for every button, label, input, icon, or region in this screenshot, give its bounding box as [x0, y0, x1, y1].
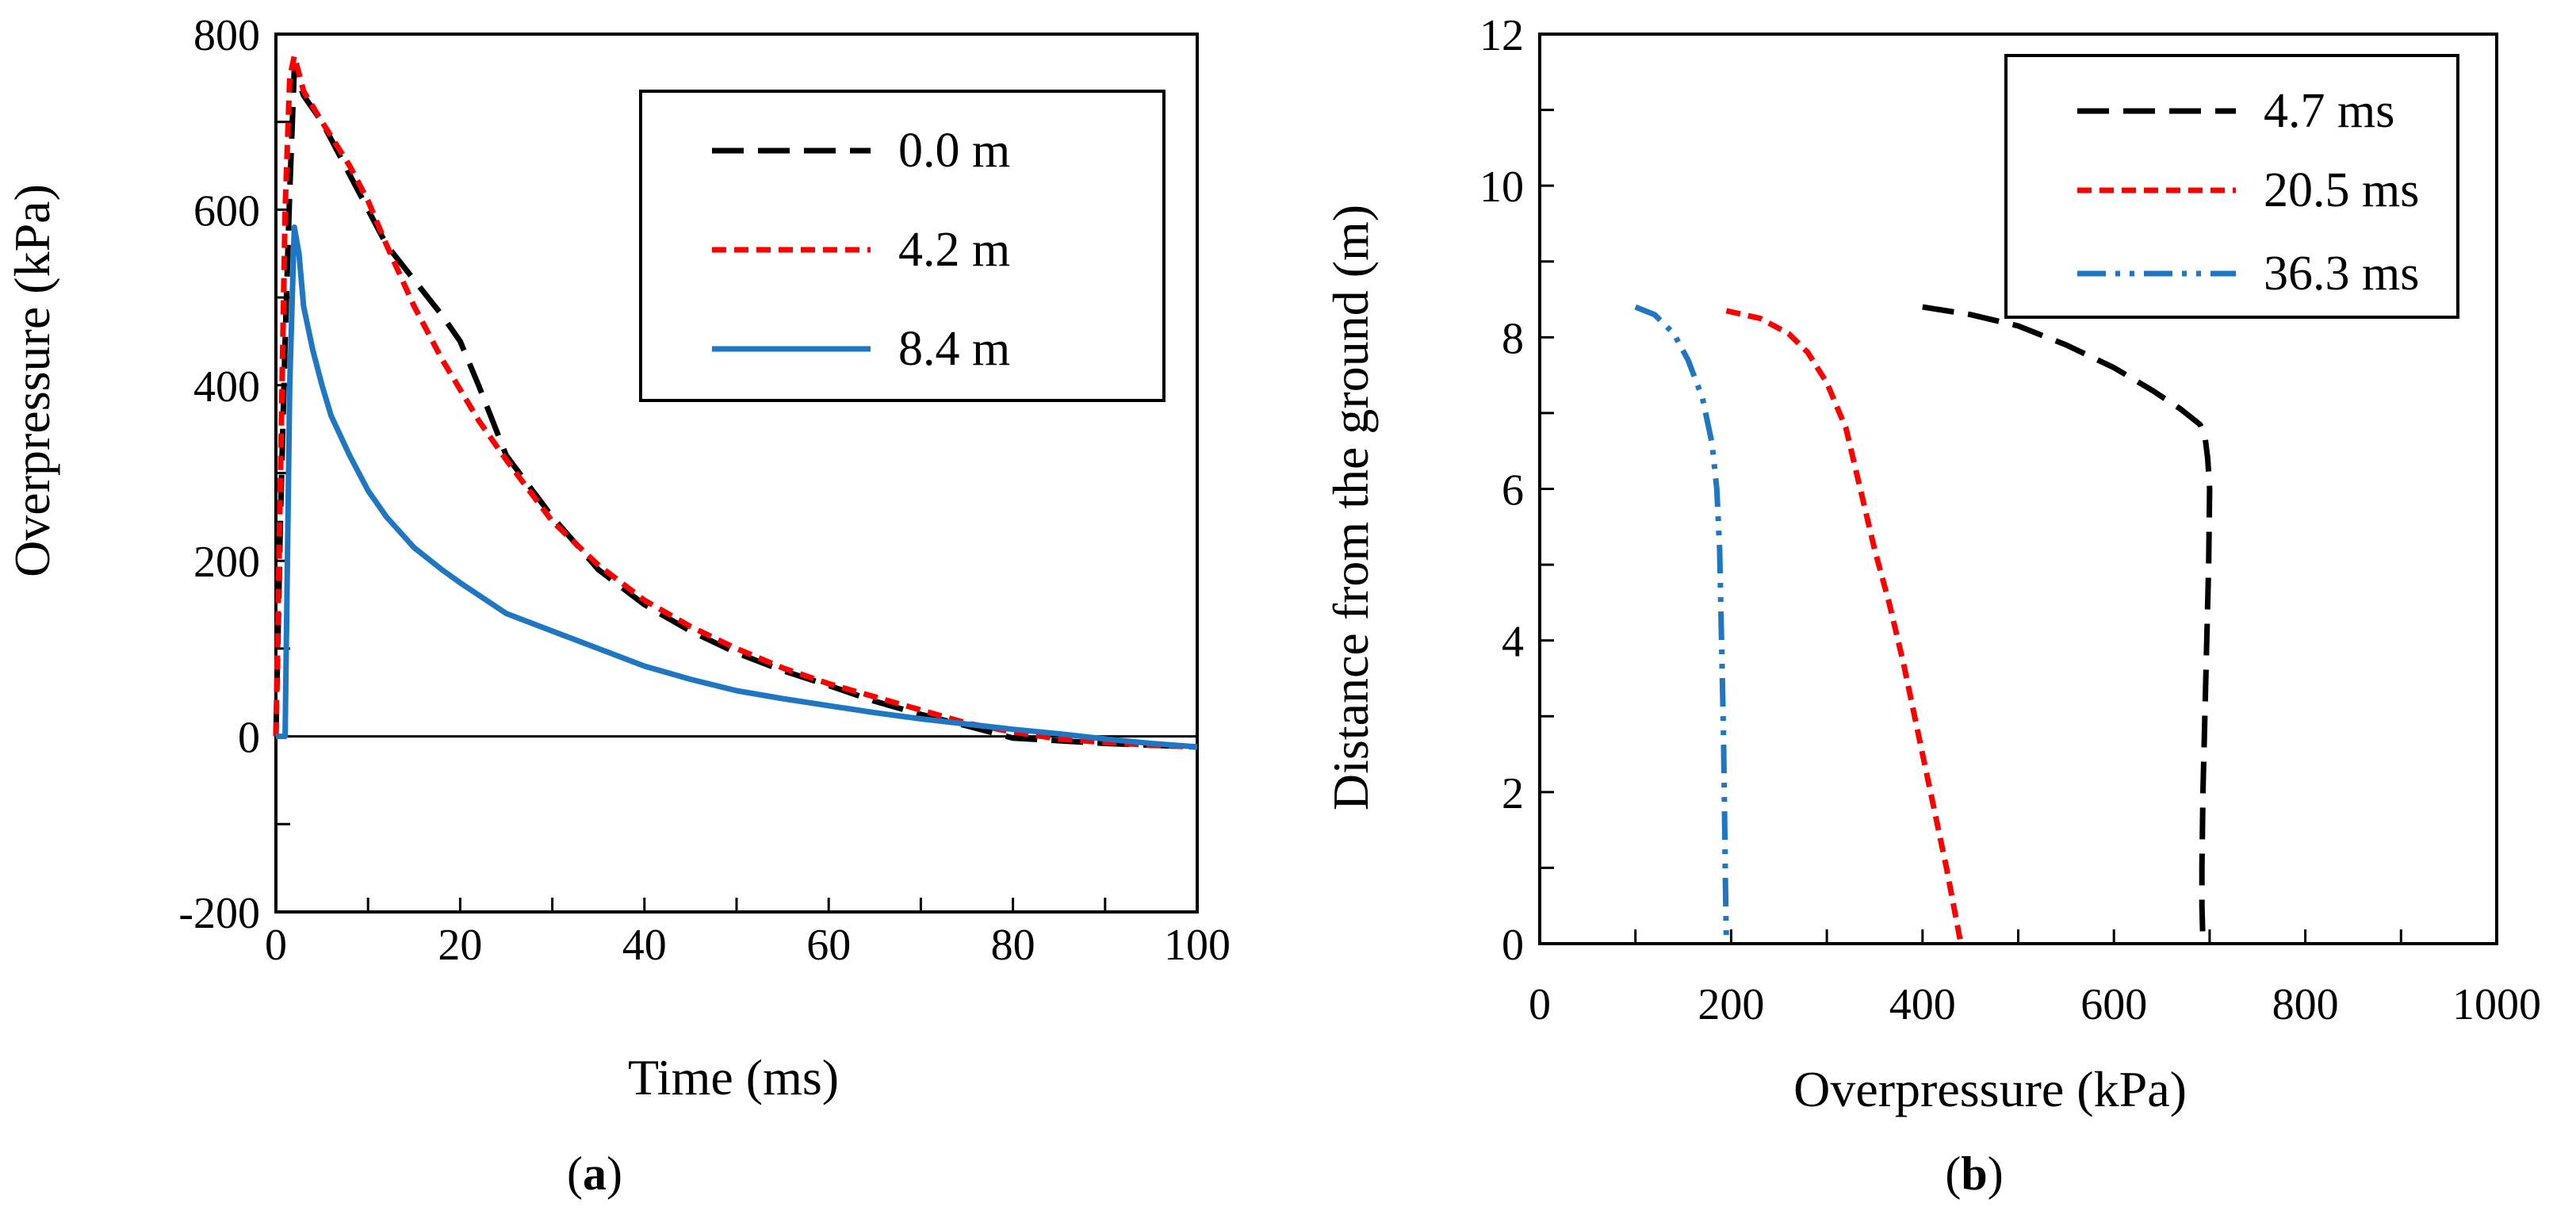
panel-b: 0 200 400 600 800 1000 0 2 4 6 8 10 12 4.7 ms 20.5 ms… — [1322, 11, 2541, 1200]
panel-a-legend-label-2: 4.2 m — [898, 223, 1010, 277]
panel-b-tick-labels: 0 200 400 600 800 1000 0 2 4 6 8 10 12 — [1479, 11, 2541, 1029]
panel-b-x-tick-label: 1000 — [2452, 980, 2541, 1029]
panel-b-series-line-1 — [1922, 304, 2213, 944]
panel-b-y-tick-label: 0 — [1502, 921, 1524, 970]
panel-a-y-tick-label: 0 — [238, 714, 260, 763]
panel-b-legend: 4.7 ms 20.5 ms 36.3 ms — [2004, 54, 2459, 319]
panel-a-x-tick-label: 0 — [265, 921, 287, 970]
panel-a-series — [273, 53, 1198, 750]
panel-b-x-tick-label: 800 — [2272, 980, 2339, 1029]
panel-a-x-tick-label: 80 — [991, 921, 1035, 970]
panel-a-x-tick-label: 20 — [438, 921, 482, 970]
panel-a-y-tick-label: 200 — [193, 538, 260, 587]
panel-b-y-axis-title: Distance from the ground (m) — [1322, 205, 1379, 810]
panel-b-legend-label-3: 36.3 ms — [2264, 247, 2419, 301]
panel-b-y-tick-label: 4 — [1502, 618, 1524, 667]
panel-b-legend-label-1: 4.7 ms — [2264, 84, 2394, 138]
panel-b-series-line-2 — [1725, 308, 1964, 944]
panel-a-x-tick-label: 40 — [622, 921, 667, 970]
panel-b-x-axis-title: Overpressure (kPa) — [1793, 1061, 2187, 1117]
panel-a-x-tick-label: 100 — [1164, 921, 1231, 970]
panel-b-series-line-3 — [1634, 304, 1729, 944]
panel-b-x-tick-label: 200 — [1698, 980, 1764, 1029]
panel-a-legend: 0.0 m 4.2 m 8.4 m — [639, 90, 1166, 402]
panel-b-legend-label-2: 20.5 ms — [2264, 163, 2419, 217]
panel-b-y-tick-label: 10 — [1479, 163, 1524, 212]
panel-b-x-tick-label: 600 — [2080, 980, 2147, 1029]
panel-b-label: (b) — [1945, 1147, 2003, 1200]
panel-b-series — [1634, 304, 2213, 944]
panel-a-series-line-2 — [273, 53, 1198, 750]
panel-a-x-axis-title: Time (ms) — [628, 1049, 839, 1105]
panel-a-legend-label-1: 0.0 m — [898, 124, 1010, 178]
panel-b-y-tick-label: 12 — [1479, 11, 1524, 60]
panel-a-label: (a) — [567, 1147, 622, 1200]
panel-a-y-tick-label: 800 — [193, 11, 260, 60]
panel-a-y-tick-label: 600 — [193, 186, 260, 236]
panel-b-y-tick-label: 2 — [1502, 769, 1524, 818]
panel-a-y-tick-label: 400 — [193, 362, 260, 412]
panel-a-x-tick-label: 60 — [806, 921, 851, 970]
panel-b-x-tick-label: 400 — [1889, 980, 1956, 1029]
panel-b-y-tick-label: 8 — [1502, 314, 1524, 363]
panel-a-y-axis-title: Overpressure (kPa) — [4, 184, 60, 577]
panel-b-axes — [1538, 33, 2498, 945]
panel-a-series-line-3 — [276, 224, 1198, 750]
panel-a-y-tick-label: -200 — [178, 889, 260, 938]
panel-b-x-tick-label: 0 — [1529, 980, 1551, 1029]
panel-b-y-tick-label: 6 — [1502, 466, 1524, 515]
panel-a-legend-label-3: 8.4 m — [898, 322, 1010, 376]
